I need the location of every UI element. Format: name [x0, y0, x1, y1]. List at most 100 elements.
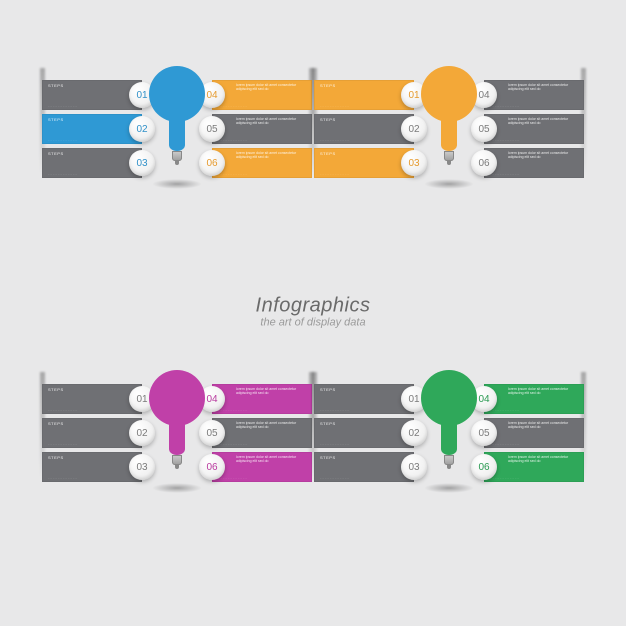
step-bottom: . . . . . . . . . . . . . . . . . .	[218, 172, 306, 176]
lightbulb-icon	[142, 370, 212, 493]
step-bar: lorem ipsum dolor sit amet consectetur a…	[212, 148, 312, 178]
step-bar: lorem ipsum dolor sit amet consectetur a…	[484, 418, 584, 448]
infographic-block: STEPS . . . . . . . . . . . . . . . . . …	[314, 376, 584, 526]
bulb-neck	[441, 117, 457, 151]
step-desc: lorem ipsum dolor sit amet consectetur a…	[508, 151, 578, 159]
step-bottom: . . . . . . . . . . . . . . . . . .	[320, 138, 408, 142]
step-label: STEPS	[48, 117, 64, 122]
step-bar: lorem ipsum dolor sit amet consectetur a…	[484, 452, 584, 482]
step-desc: lorem ipsum dolor sit amet consectetur a…	[508, 83, 578, 91]
step-bottom: . . . . . . . . . . . . . . . . . .	[218, 408, 306, 412]
step-desc: lorem ipsum dolor sit amet consectetur a…	[236, 387, 306, 395]
step-bar: lorem ipsum dolor sit amet consectetur a…	[212, 418, 312, 448]
bars-right: lorem ipsum dolor sit amet consectetur a…	[212, 80, 312, 182]
step-bar: lorem ipsum dolor sit amet consectetur a…	[484, 114, 584, 144]
title-block: Infographics the art of display data	[256, 294, 371, 328]
step-label: STEPS	[48, 455, 64, 460]
bars-left: STEPS . . . . . . . . . . . . . . . . . …	[314, 384, 414, 486]
step-bar: STEPS . . . . . . . . . . . . . . . . . …	[42, 384, 142, 414]
step-bottom: . . . . . . . . . . . . . . . . . .	[48, 172, 136, 176]
infographic-block: STEPS . . . . . . . . . . . . . . . . . …	[42, 376, 312, 526]
step-bottom: . . . . . . . . . . . . . . . . . .	[490, 442, 578, 446]
title-sub: the art of display data	[256, 316, 371, 328]
bars-left: STEPS . . . . . . . . . . . . . . . . . …	[42, 80, 142, 182]
lightbulb-icon	[414, 66, 484, 189]
bars-left: STEPS . . . . . . . . . . . . . . . . . …	[314, 80, 414, 182]
bars-right: lorem ipsum dolor sit amet consectetur a…	[212, 384, 312, 486]
step-bar: lorem ipsum dolor sit amet consectetur a…	[212, 452, 312, 482]
bulb-tip	[175, 161, 179, 165]
step-bottom: . . . . . . . . . . . . . . . . . .	[48, 442, 136, 446]
step-bar: STEPS . . . . . . . . . . . . . . . . . …	[314, 80, 414, 110]
step-desc: lorem ipsum dolor sit amet consectetur a…	[236, 421, 306, 429]
step-bar: STEPS . . . . . . . . . . . . . . . . . …	[314, 114, 414, 144]
infographic-block: STEPS . . . . . . . . . . . . . . . . . …	[314, 72, 584, 222]
step-bottom: . . . . . . . . . . . . . . . . . .	[218, 104, 306, 108]
step-bar: lorem ipsum dolor sit amet consectetur a…	[212, 114, 312, 144]
step-label: STEPS	[48, 83, 64, 88]
step-label: STEPS	[48, 151, 64, 156]
step-bar: lorem ipsum dolor sit amet consectetur a…	[212, 80, 312, 110]
step-label: STEPS	[320, 83, 336, 88]
step-bar: lorem ipsum dolor sit amet consectetur a…	[484, 80, 584, 110]
bulb-base	[444, 455, 454, 465]
step-desc: lorem ipsum dolor sit amet consectetur a…	[236, 151, 306, 159]
bars-right: lorem ipsum dolor sit amet consectetur a…	[484, 80, 584, 182]
step-bar: STEPS . . . . . . . . . . . . . . . . . …	[314, 418, 414, 448]
bulb-shadow	[152, 483, 202, 493]
bulb-shadow	[152, 179, 202, 189]
bulb-shadow	[424, 483, 474, 493]
step-bottom: . . . . . . . . . . . . . . . . . .	[490, 476, 578, 480]
bulb-head	[421, 66, 477, 122]
bulb-neck	[441, 421, 457, 455]
step-desc: lorem ipsum dolor sit amet consectetur a…	[236, 117, 306, 125]
step-desc: lorem ipsum dolor sit amet consectetur a…	[236, 83, 306, 91]
step-label: STEPS	[320, 455, 336, 460]
bulb-base	[172, 455, 182, 465]
infographic-block: STEPS . . . . . . . . . . . . . . . . . …	[42, 72, 312, 222]
step-bar: STEPS . . . . . . . . . . . . . . . . . …	[314, 452, 414, 482]
step-bar: lorem ipsum dolor sit amet consectetur a…	[484, 148, 584, 178]
step-bottom: . . . . . . . . . . . . . . . . . .	[490, 172, 578, 176]
step-desc: lorem ipsum dolor sit amet consectetur a…	[508, 455, 578, 463]
step-bar: STEPS . . . . . . . . . . . . . . . . . …	[42, 80, 142, 110]
title-main: Infographics	[256, 294, 371, 317]
bulb-neck	[169, 421, 185, 455]
step-bottom: . . . . . . . . . . . . . . . . . .	[48, 138, 136, 142]
step-bar: lorem ipsum dolor sit amet consectetur a…	[212, 384, 312, 414]
bulb-tip	[447, 161, 451, 165]
bulb-tip	[175, 465, 179, 469]
bulb-base	[172, 151, 182, 161]
step-desc: lorem ipsum dolor sit amet consectetur a…	[508, 387, 578, 395]
step-desc: lorem ipsum dolor sit amet consectetur a…	[236, 455, 306, 463]
step-bottom: . . . . . . . . . . . . . . . . . .	[490, 138, 578, 142]
step-bottom: . . . . . . . . . . . . . . . . . .	[320, 476, 408, 480]
step-bottom: . . . . . . . . . . . . . . . . . .	[218, 476, 306, 480]
step-bottom: . . . . . . . . . . . . . . . . . .	[490, 408, 578, 412]
step-bottom: . . . . . . . . . . . . . . . . . .	[320, 104, 408, 108]
step-bottom: . . . . . . . . . . . . . . . . . .	[320, 442, 408, 446]
step-bar: STEPS . . . . . . . . . . . . . . . . . …	[42, 148, 142, 178]
step-bar: STEPS . . . . . . . . . . . . . . . . . …	[314, 384, 414, 414]
bulb-head	[149, 66, 205, 122]
bulb-shadow	[424, 179, 474, 189]
step-bottom: . . . . . . . . . . . . . . . . . .	[490, 104, 578, 108]
step-bottom: . . . . . . . . . . . . . . . . . .	[320, 408, 408, 412]
bulb-tip	[447, 465, 451, 469]
step-desc: lorem ipsum dolor sit amet consectetur a…	[508, 421, 578, 429]
lightbulb-icon	[414, 370, 484, 493]
bulb-neck	[169, 117, 185, 151]
step-bar: STEPS . . . . . . . . . . . . . . . . . …	[42, 418, 142, 448]
step-bottom: . . . . . . . . . . . . . . . . . .	[48, 104, 136, 108]
step-label: STEPS	[320, 421, 336, 426]
step-bar: STEPS . . . . . . . . . . . . . . . . . …	[42, 452, 142, 482]
step-label: STEPS	[48, 421, 64, 426]
step-label: STEPS	[320, 151, 336, 156]
bars-right: lorem ipsum dolor sit amet consectetur a…	[484, 384, 584, 486]
step-bottom: . . . . . . . . . . . . . . . . . .	[218, 138, 306, 142]
bulb-head	[149, 370, 205, 426]
step-bottom: . . . . . . . . . . . . . . . . . .	[48, 408, 136, 412]
bulb-head	[421, 370, 477, 426]
step-bar: lorem ipsum dolor sit amet consectetur a…	[484, 384, 584, 414]
step-bar: STEPS . . . . . . . . . . . . . . . . . …	[42, 114, 142, 144]
